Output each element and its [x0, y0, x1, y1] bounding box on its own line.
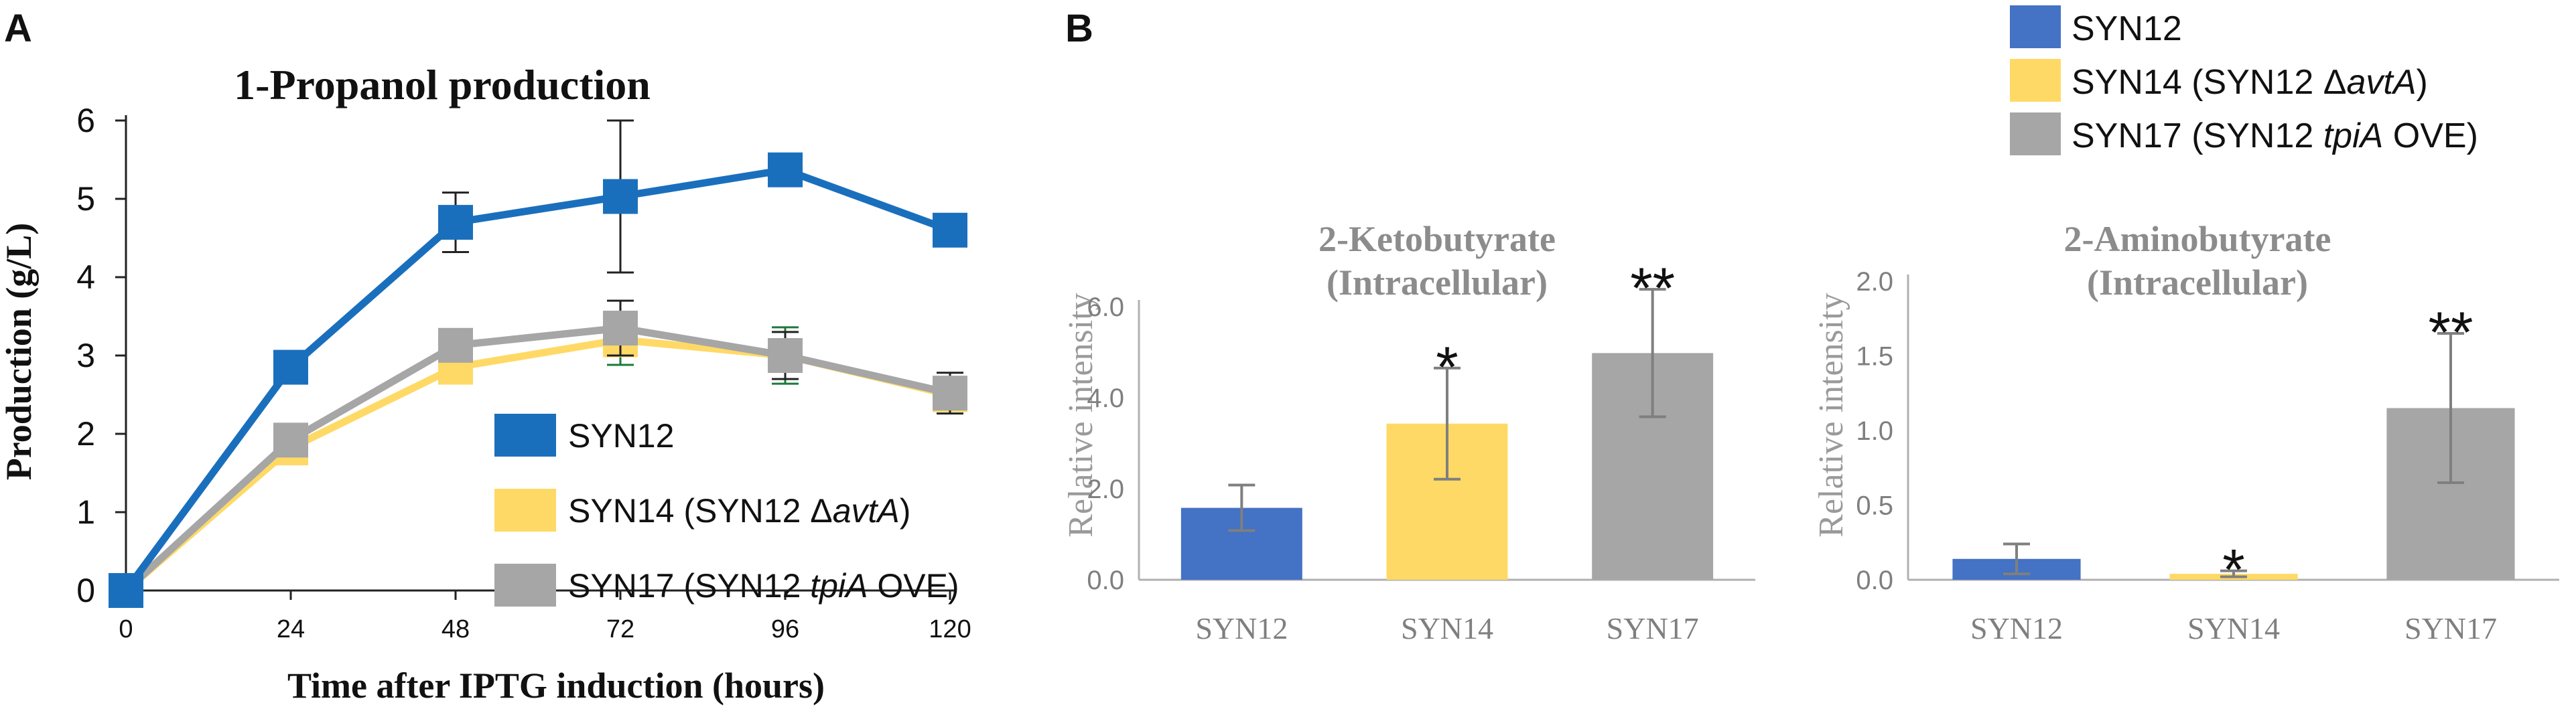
- legend-label-syn12-text: SYN12: [568, 417, 674, 455]
- legend-label-syn14-text: SYN14 (SYN12 Δ: [568, 492, 833, 530]
- legend-label-syn17-text: SYN17 (SYN12: [568, 567, 810, 605]
- legend-label-syn12: SYN12: [568, 417, 674, 455]
- data-point-syn12: [438, 205, 473, 240]
- data-point-syn12: [109, 573, 143, 608]
- ketobutyrate-y-tick-label: 6.0: [1087, 293, 1124, 322]
- ketobutyrate-significance-mark: *: [1436, 335, 1458, 400]
- legend-swatch-syn17: [494, 564, 556, 607]
- ketobutyrate-y-tick-label: 2.0: [1087, 475, 1124, 504]
- series-line-syn17: [123, 324, 951, 594]
- legend-label-syn17: SYN17 (SYN12 tpiA OVE): [568, 567, 959, 605]
- ketobutyrate-title-line1: 2-Ketobutyrate: [1318, 219, 1556, 259]
- ketobutyrate-y-axis-label: Relative intensity: [1062, 293, 1100, 537]
- ketobutyrate-plot-area: 0.0 2.0 4.0 6.0 SYN12 * SYN14 ** SYN17: [1087, 256, 1755, 645]
- legend-label-syn14-italic-text: avtA: [833, 492, 900, 530]
- ketobutyrate-category-label: SYN12: [1195, 611, 1288, 645]
- propanol-x-tick-label: 96: [771, 615, 799, 643]
- panel-b-letter: B: [1065, 7, 1093, 50]
- legend-b-swatch-syn12: [2010, 5, 2061, 48]
- data-point-syn17: [438, 327, 473, 363]
- legend-b-label-syn12: SYN12: [2072, 9, 2182, 48]
- legend-b-label-syn14: SYN14 (SYN12 ΔavtA): [2072, 63, 2428, 102]
- legend-label-syn17-suffix-text: OVE): [868, 567, 959, 605]
- series-line-syn12: [123, 166, 951, 593]
- propanol-y-tick-label: 2: [76, 415, 95, 453]
- legend-b-label-syn14-suffix-text: ): [2417, 63, 2428, 102]
- propanol-chart-title: 1-Propanol production: [234, 61, 651, 108]
- panel-a-letter: A: [4, 7, 32, 50]
- aminobutyrate-y-tick-label: 1.5: [1856, 342, 1893, 372]
- propanol-y-tick-label: 4: [76, 258, 95, 296]
- legend-b-swatch-syn14: [2010, 59, 2061, 102]
- ketobutyrate-significance-mark: **: [1630, 256, 1675, 321]
- legend-b-label-syn14-text: SYN14 (SYN12 Δ: [2072, 63, 2346, 102]
- propanol-y-tick-label: 1: [76, 493, 95, 531]
- ketobutyrate-category-label: SYN14: [1401, 611, 1493, 645]
- propanol-plot-area: 0 1 2 3 4 5 6 0 24 48 72 96 120 SYN12 SYN14 (SYN12 Δav…: [76, 102, 971, 643]
- propanol-series-syn12: [109, 119, 967, 608]
- legend-b-label-syn17-text: SYN17 (SYN12: [2072, 116, 2323, 155]
- propanol-x-tick-label: 48: [442, 615, 470, 643]
- ketobutyrate-title-line2: (Intracellular): [1327, 262, 1548, 303]
- propanol-y-tick-label: 6: [76, 102, 95, 139]
- legend-b-label-syn17-suffix-text: OVE): [2383, 116, 2478, 155]
- legend-swatch-syn12: [494, 414, 556, 457]
- propanol-x-tick-label: 0: [119, 615, 133, 643]
- aminobutyrate-title-line1: 2-Aminobutyrate: [2064, 219, 2331, 259]
- ketobutyrate-category-label: SYN17: [1607, 611, 1699, 645]
- aminobutyrate-significance-mark: *: [2222, 538, 2244, 603]
- legend-label-syn17-italic-text: tpiA: [810, 567, 868, 605]
- aminobutyrate-y-tick-label: 0.5: [1856, 491, 1893, 521]
- legend-b-label-syn17-italic-text: tpiA: [2323, 116, 2384, 155]
- data-point-syn17: [768, 338, 803, 373]
- propanol-x-tick-label: 120: [929, 615, 971, 643]
- propanol-y-axis-label: Production (g/L): [0, 223, 39, 481]
- aminobutyrate-significance-mark: **: [2429, 301, 2473, 365]
- propanol-y-tick-label: 0: [76, 572, 95, 609]
- aminobutyrate-category-label: SYN14: [2187, 611, 2280, 645]
- aminobutyrate-category-label: SYN12: [1970, 611, 2063, 645]
- data-point-syn12: [933, 212, 967, 248]
- propanol-x-tick-label: 72: [606, 615, 634, 643]
- aminobutyrate-y-tick-label: 1.0: [1856, 416, 1893, 446]
- propanol-x-axis-label: Time after IPTG induction (hours): [287, 665, 825, 706]
- aminobutyrate-category-label: SYN17: [2404, 611, 2497, 645]
- aminobutyrate-plot-area: 0.0 0.5 1.0 1.5 2.0 SYN12 * SYN14 ** SYN17: [1856, 267, 2559, 645]
- propanol-y-tick-label: 3: [76, 337, 95, 374]
- aminobutyrate-y-tick-label: 0.0: [1856, 566, 1893, 595]
- aminobutyrate-y-axis-label: Relative intensity: [1812, 293, 1850, 537]
- data-point-syn12: [273, 349, 308, 385]
- legend-b-label-syn17: SYN17 (SYN12 tpiA OVE): [2072, 116, 2478, 155]
- data-point-syn17: [273, 422, 308, 458]
- data-point-syn17: [603, 311, 638, 346]
- legend-label-syn14-suffix-text: ): [900, 492, 911, 530]
- data-point-syn17: [933, 376, 967, 411]
- aminobutyrate-title-line2: (Intracellular): [2087, 262, 2308, 303]
- ketobutyrate-y-tick-label: 4.0: [1087, 384, 1124, 413]
- propanol-series-syn17: [109, 299, 967, 608]
- legend-swatch-syn14: [494, 489, 556, 532]
- legend-label-syn14: SYN14 (SYN12 ΔavtA): [568, 492, 910, 530]
- data-point-syn12: [603, 179, 638, 214]
- propanol-y-tick-label: 5: [76, 180, 95, 218]
- legend-b-label-syn12-text: SYN12: [2072, 9, 2182, 48]
- panel-b-legend: SYN12 SYN14 (SYN12 ΔavtA) SYN17 (SYN12 tpi…: [2010, 5, 2478, 155]
- legend-b-label-syn14-italic-text: avtA: [2346, 63, 2416, 102]
- ketobutyrate-y-tick-label: 0.0: [1087, 566, 1124, 595]
- data-point-syn12: [768, 152, 803, 187]
- propanol-legend: SYN12 SYN14 (SYN12 ΔavtA) SYN17 (SYN12 tpi…: [494, 414, 959, 607]
- aminobutyrate-y-tick-label: 2.0: [1856, 267, 1893, 297]
- legend-b-swatch-syn17: [2010, 112, 2061, 155]
- propanol-x-tick-label: 24: [277, 615, 305, 643]
- series-line-syn14: [123, 336, 951, 594]
